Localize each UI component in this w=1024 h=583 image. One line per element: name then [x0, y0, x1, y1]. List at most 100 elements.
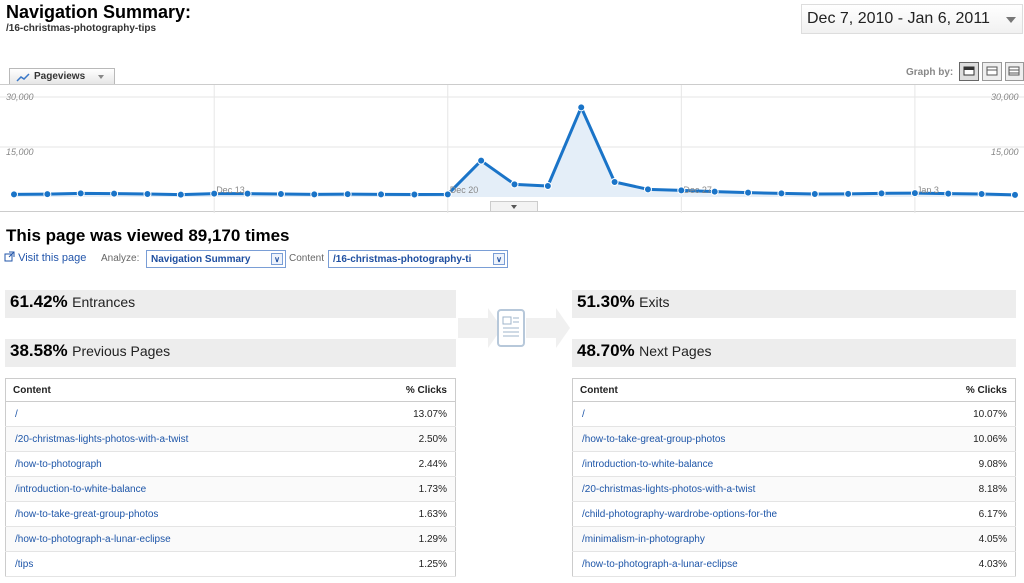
data-point[interactable]: [443, 190, 452, 199]
page-link[interactable]: /how-to-photograph-a-lunar-eclipse: [5, 526, 350, 552]
page-link[interactable]: /: [572, 401, 920, 427]
data-point[interactable]: [910, 189, 919, 198]
table-row[interactable]: /introduction-to-white-balance 9.08%: [572, 451, 1016, 477]
page-link[interactable]: /tips: [5, 551, 350, 577]
exits-label: Exits: [639, 294, 670, 310]
data-point[interactable]: [577, 103, 586, 112]
page-link[interactable]: /20-christmas-lights-photos-with-a-twist: [5, 426, 350, 452]
table-row[interactable]: /how-to-photograph-a-lunar-eclipse 1.29%: [5, 526, 456, 552]
metric-selector[interactable]: Pageviews: [9, 68, 115, 85]
x-tick-label: Dec 27: [683, 185, 712, 195]
content-value: /16-christmas-photography-ti: [333, 254, 472, 265]
data-point[interactable]: [1011, 190, 1019, 199]
clicks-value: 1.73%: [349, 476, 456, 502]
data-point[interactable]: [677, 186, 686, 195]
table-row[interactable]: /20-christmas-lights-photos-with-a-twist…: [5, 426, 456, 452]
collapse-chart-button[interactable]: [490, 201, 538, 212]
data-point[interactable]: [977, 190, 986, 198]
metric-label: Pageviews: [34, 71, 86, 82]
entrances-pct: 61.42%: [10, 292, 68, 311]
clicks-value: 8.18%: [919, 476, 1016, 502]
y-tick-label-mid-right: 15,000: [991, 147, 1019, 157]
page-flow-graphic: [458, 308, 570, 348]
date-range-text: Dec 7, 2010 - Jan 6, 2011: [807, 10, 990, 27]
page-link[interactable]: /child-photography-wardrobe-options-for-…: [572, 501, 920, 527]
column-header-content[interactable]: Content: [572, 378, 920, 402]
data-point[interactable]: [410, 190, 419, 199]
previous-pages-stat: 38.58% Previous Pages: [5, 339, 456, 367]
pageviews-summary: This page was viewed 89,170 times: [6, 226, 290, 245]
clicks-value: 2.44%: [349, 451, 456, 477]
page-link[interactable]: /20-christmas-lights-photos-with-a-twist: [572, 476, 920, 502]
data-point[interactable]: [43, 190, 52, 199]
chevron-down-icon: [511, 205, 517, 209]
data-point[interactable]: [276, 190, 285, 198]
data-point[interactable]: [310, 190, 319, 199]
data-point[interactable]: [744, 188, 753, 197]
data-point[interactable]: [844, 189, 853, 198]
data-point[interactable]: [10, 190, 18, 199]
column-header-clicks[interactable]: % Clicks: [349, 378, 456, 402]
data-point[interactable]: [810, 190, 819, 198]
data-point[interactable]: [610, 178, 619, 186]
data-point[interactable]: [143, 190, 152, 198]
y-tick-label-top-right: 30,000: [991, 92, 1019, 102]
table-row[interactable]: /how-to-photograph-a-lunar-eclipse 4.03%: [572, 551, 1016, 577]
page-link[interactable]: /how-to-take-great-group-photos: [5, 501, 350, 527]
data-point[interactable]: [944, 189, 953, 198]
table-row[interactable]: /minimalism-in-photography 4.05%: [572, 526, 1016, 552]
content-select[interactable]: /16-christmas-photography-ti ∨: [328, 250, 508, 268]
data-point[interactable]: [777, 189, 786, 198]
graph-by-week-button[interactable]: [982, 62, 1002, 81]
page-link[interactable]: /how-to-photograph: [5, 451, 350, 477]
data-point[interactable]: [643, 185, 652, 194]
data-point[interactable]: [377, 190, 386, 199]
data-point[interactable]: [877, 189, 886, 198]
table-row[interactable]: /how-to-take-great-group-photos 10.06%: [572, 426, 1016, 452]
page-link[interactable]: /: [5, 401, 350, 427]
date-range-selector[interactable]: Dec 7, 2010 - Jan 6, 2011: [801, 4, 1023, 34]
x-tick-label: Dec 20: [450, 185, 479, 195]
previous-label: Previous Pages: [72, 343, 171, 359]
y-tick-label-mid: 15,000: [6, 147, 34, 157]
graph-by-day-button[interactable]: [959, 62, 979, 81]
column-header-clicks[interactable]: % Clicks: [919, 378, 1016, 402]
page-link[interactable]: /how-to-photograph-a-lunar-eclipse: [572, 551, 920, 577]
x-tick-label: Jan 3: [917, 185, 939, 195]
page-link[interactable]: /how-to-take-great-group-photos: [572, 426, 920, 452]
page-title: Navigation Summary:: [6, 2, 192, 22]
next-pages-stat: 48.70% Next Pages: [572, 339, 1016, 367]
chevron-down-icon: ∨: [271, 253, 283, 265]
page-document-icon: [497, 309, 525, 347]
table-row[interactable]: /20-christmas-lights-photos-with-a-twist…: [572, 476, 1016, 502]
data-point[interactable]: [343, 190, 352, 199]
data-point[interactable]: [243, 189, 252, 198]
page-link[interactable]: /minimalism-in-photography: [572, 526, 920, 552]
table-row[interactable]: /13.07%: [5, 401, 456, 427]
data-point[interactable]: [76, 189, 85, 198]
analyze-select[interactable]: Navigation Summary ∨: [146, 250, 286, 268]
data-point[interactable]: [176, 190, 185, 199]
data-point[interactable]: [710, 187, 719, 196]
column-header-content[interactable]: Content: [5, 378, 350, 402]
table-row[interactable]: /child-photography-wardrobe-options-for-…: [572, 501, 1016, 527]
table-row[interactable]: /introduction-to-white-balance 1.73%: [5, 476, 456, 502]
page-link[interactable]: /introduction-to-white-balance: [5, 476, 350, 502]
data-point[interactable]: [210, 189, 219, 198]
previous-pages-table: Content % Clicks /13.07%/20-christmas-li…: [5, 378, 456, 577]
graph-by-month-button[interactable]: [1005, 62, 1024, 81]
data-point[interactable]: [110, 189, 119, 198]
table-row[interactable]: /how-to-take-great-group-photos 1.63%: [5, 501, 456, 527]
arrow-out-icon: [526, 308, 570, 348]
chevron-down-icon: [98, 75, 104, 79]
data-point[interactable]: [510, 180, 519, 189]
visit-page-link[interactable]: Visit this page: [4, 251, 86, 264]
clicks-value: 13.07%: [349, 401, 456, 427]
data-point[interactable]: [477, 156, 486, 165]
page-link[interactable]: /introduction-to-white-balance: [572, 451, 920, 477]
table-row[interactable]: /how-to-photograph 2.44%: [5, 451, 456, 477]
y-tick-label-top: 30,000: [6, 92, 34, 102]
table-row[interactable]: /10.07%: [572, 401, 1016, 427]
data-point[interactable]: [543, 182, 552, 190]
table-row[interactable]: /tips 1.25%: [5, 551, 456, 577]
